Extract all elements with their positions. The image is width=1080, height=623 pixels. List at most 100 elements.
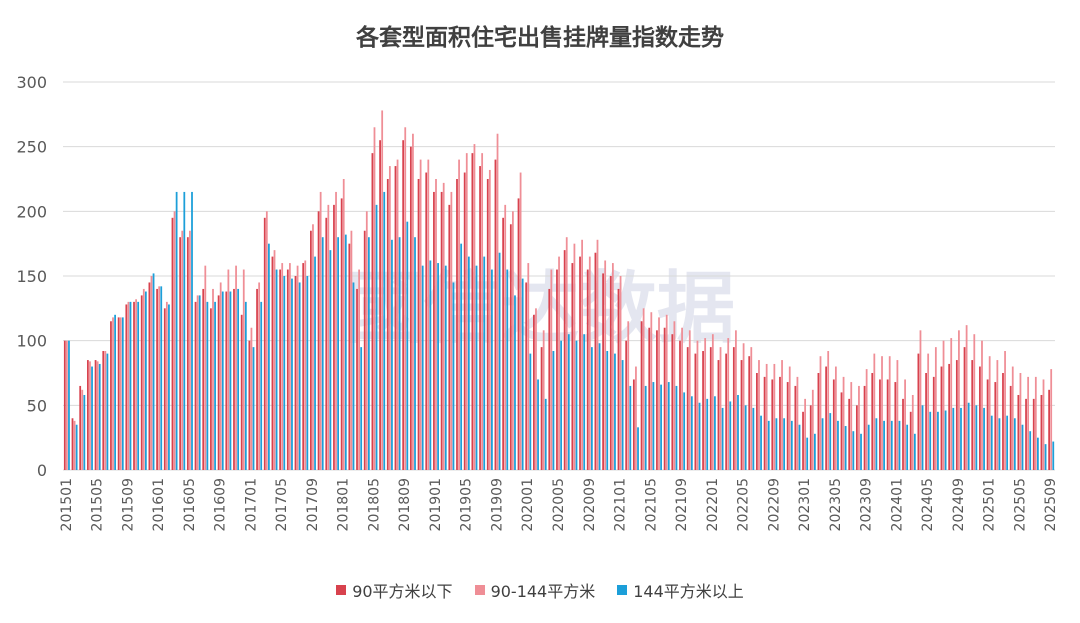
bar-over-144 — [214, 301, 216, 470]
bar-under-90 — [556, 269, 558, 470]
bar-90-144 — [665, 314, 668, 470]
bar-90-144 — [135, 299, 137, 470]
bar-over-144 — [291, 278, 293, 470]
bar-90-144 — [142, 288, 145, 470]
bar-under-90 — [248, 340, 251, 470]
bar-90-144 — [473, 144, 476, 470]
bar-under-90 — [125, 304, 128, 470]
bar-90-144 — [588, 256, 591, 470]
bar-over-144 — [575, 340, 578, 470]
bar-90-144 — [611, 263, 614, 470]
bar-under-90 — [802, 411, 804, 470]
bar-90-144 — [604, 260, 607, 470]
bar-under-90 — [963, 347, 966, 470]
bar-over-144 — [1037, 437, 1039, 470]
bar-under-90 — [925, 373, 927, 470]
bar-under-90 — [317, 211, 320, 471]
bar-90-144 — [581, 239, 584, 470]
bar-90-144 — [942, 340, 945, 470]
bar-under-90 — [932, 376, 935, 470]
bar-over-144 — [898, 420, 901, 470]
bar-90-144 — [412, 133, 414, 470]
bar-90-144 — [981, 340, 983, 470]
x-tick-label: 201805 — [366, 478, 382, 531]
bar-over-144 — [860, 433, 862, 470]
bar-over-144 — [521, 278, 524, 470]
bar-90-144 — [296, 265, 299, 470]
bar-90-144 — [911, 394, 914, 470]
bar-over-144 — [675, 385, 678, 470]
bar-under-90 — [148, 282, 151, 470]
bar-over-144 — [913, 433, 916, 470]
bar-under-90 — [940, 366, 943, 470]
legend-item-over-144: 144平方米以上 — [617, 578, 744, 602]
y-tick-label: 150 — [16, 267, 47, 286]
bar-over-144 — [944, 410, 947, 470]
bar-over-144 — [567, 334, 570, 470]
x-tick-label: 202301 — [797, 478, 813, 531]
bar-90-144 — [681, 327, 683, 470]
bar-90-144 — [289, 263, 291, 470]
bar-over-144 — [760, 415, 762, 470]
bar-over-144 — [629, 385, 632, 470]
bar-over-144 — [598, 343, 601, 470]
legend-swatch — [336, 585, 347, 595]
bar-under-90 — [648, 327, 651, 470]
bar-90-144 — [1027, 376, 1030, 470]
bar-under-90 — [609, 276, 612, 470]
bar-over-144 — [698, 402, 701, 470]
bar-under-90 — [717, 360, 720, 470]
x-tick-label: 202401 — [889, 478, 905, 531]
bar-under-90 — [825, 366, 828, 470]
x-tick-label: 202209 — [766, 478, 782, 531]
y-tick-label: 100 — [16, 332, 47, 351]
bar-under-90 — [694, 353, 697, 470]
bar-under-90 — [302, 263, 305, 470]
x-tick-label: 202001 — [520, 478, 536, 531]
bar-90-144 — [1004, 351, 1006, 470]
legend-swatch — [617, 585, 628, 595]
bar-90-144 — [65, 340, 68, 470]
bar-over-144 — [498, 252, 501, 470]
bar-90-144 — [704, 338, 707, 470]
bar-90-144 — [635, 366, 637, 470]
bar-over-144 — [344, 234, 347, 470]
bar-over-144 — [144, 291, 147, 470]
bar-under-90 — [986, 379, 989, 470]
bar-over-144 — [790, 420, 793, 470]
bar-under-90 — [725, 353, 728, 470]
bar-over-144 — [883, 420, 885, 470]
bar-90-144 — [527, 263, 530, 470]
bar-under-90 — [417, 179, 420, 470]
bar-under-90 — [456, 179, 458, 470]
bar-over-144 — [1006, 415, 1009, 470]
bar-over-144 — [375, 204, 378, 470]
bar-90-144 — [850, 382, 853, 470]
x-tick-label: 202405 — [920, 478, 936, 531]
bar-under-90 — [1040, 394, 1043, 470]
bar-under-90 — [279, 269, 282, 470]
legend-item-under-90: 90平方米以下 — [336, 578, 453, 602]
bar-90-144 — [773, 363, 776, 470]
bar-over-144 — [660, 384, 662, 470]
bar-under-90 — [702, 351, 704, 470]
bar-over-144 — [444, 265, 447, 470]
bar-over-144 — [552, 351, 555, 470]
bar-over-144 — [168, 304, 170, 470]
bar-90-144 — [719, 347, 722, 470]
bar-over-144 — [667, 382, 670, 470]
bar-under-90 — [163, 308, 166, 470]
bar-90-144 — [319, 191, 322, 470]
bar-over-144 — [829, 413, 832, 470]
x-tick-label: 202101 — [613, 478, 629, 531]
bar-over-144 — [268, 243, 270, 470]
bar-over-144 — [1029, 431, 1032, 470]
bar-under-90 — [71, 418, 74, 470]
bar-over-144 — [391, 239, 393, 470]
bar-90-144 — [396, 159, 399, 470]
bar-under-90 — [233, 288, 235, 470]
bar-under-90 — [425, 172, 428, 471]
bar-90-144 — [165, 301, 168, 470]
bar-over-144 — [721, 407, 724, 470]
bar-under-90 — [210, 308, 212, 470]
